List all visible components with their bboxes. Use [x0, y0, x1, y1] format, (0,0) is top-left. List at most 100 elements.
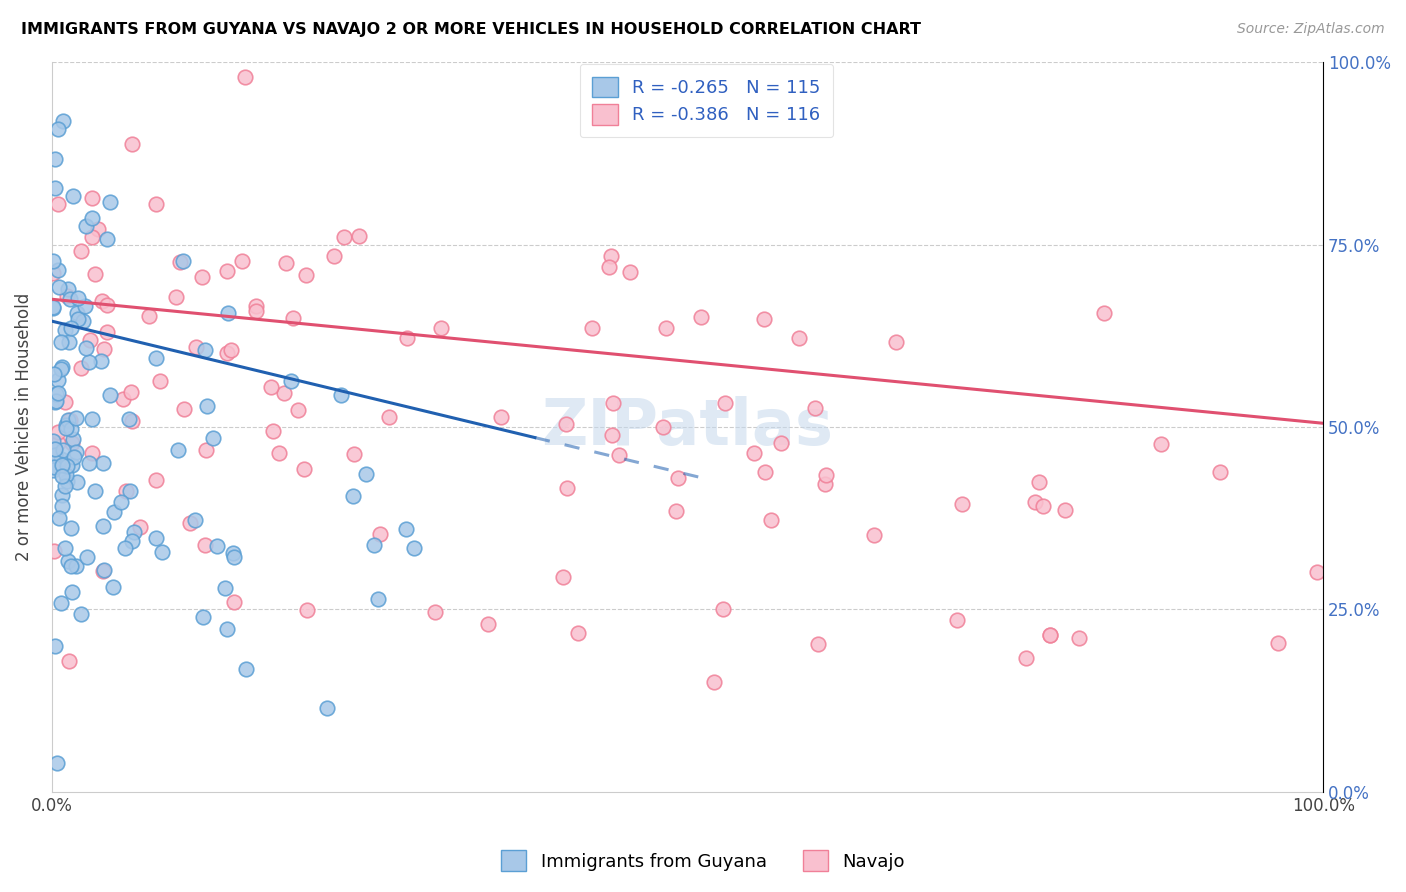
- Point: [267, 446, 290, 460]
- Point: [425, 605, 447, 619]
- Point: [60, 436, 83, 450]
- Point: [295, 603, 318, 617]
- Point: [44, 640, 66, 654]
- Point: [806, 637, 828, 651]
- Point: [51, 488, 73, 502]
- Point: [48, 122, 70, 136]
- Point: [217, 345, 239, 359]
- Point: [654, 321, 676, 335]
- Point: [1039, 628, 1062, 642]
- Point: [63, 450, 86, 465]
- Point: [48, 511, 70, 525]
- Point: [245, 300, 267, 314]
- Point: [44, 152, 66, 166]
- Point: [173, 401, 195, 416]
- Point: [224, 595, 246, 609]
- Point: [59, 559, 82, 574]
- Point: [46, 373, 69, 387]
- Point: [42, 463, 65, 477]
- Point: [600, 249, 623, 263]
- Point: [59, 320, 82, 334]
- Point: [90, 354, 112, 368]
- Point: [172, 254, 194, 268]
- Point: [80, 446, 103, 460]
- Point: [45, 393, 67, 408]
- Point: [761, 513, 783, 527]
- Point: [60, 422, 83, 436]
- Point: [53, 479, 76, 493]
- Point: [752, 312, 775, 326]
- Point: [395, 522, 418, 536]
- Point: [342, 489, 364, 503]
- Point: [233, 70, 256, 84]
- Point: [51, 499, 73, 513]
- Point: [66, 311, 89, 326]
- Point: [91, 564, 114, 578]
- Point: [42, 254, 65, 268]
- Point: [354, 467, 377, 482]
- Point: [58, 654, 80, 668]
- Point: [111, 392, 134, 406]
- Point: [378, 409, 401, 424]
- Point: [260, 379, 283, 393]
- Point: [96, 298, 118, 312]
- Point: [191, 610, 214, 624]
- Point: [1028, 475, 1050, 490]
- Point: [169, 254, 191, 268]
- Point: [56, 474, 79, 488]
- Point: [665, 504, 688, 518]
- Point: [295, 268, 318, 282]
- Point: [114, 541, 136, 555]
- Point: [689, 310, 711, 325]
- Point: [65, 559, 87, 574]
- Point: [44, 395, 66, 409]
- Point: [91, 456, 114, 470]
- Point: [769, 436, 792, 450]
- Point: [56, 289, 79, 303]
- Point: [56, 282, 79, 296]
- Point: [754, 465, 776, 479]
- Text: ZIPatlas: ZIPatlas: [541, 396, 834, 458]
- Point: [60, 458, 83, 472]
- Point: [46, 425, 69, 440]
- Point: [51, 596, 73, 610]
- Point: [276, 256, 298, 270]
- Point: [145, 196, 167, 211]
- Point: [96, 232, 118, 246]
- Point: [56, 458, 79, 473]
- Point: [82, 411, 104, 425]
- Point: [84, 484, 107, 499]
- Point: [619, 265, 641, 279]
- Point: [118, 484, 141, 499]
- Point: [219, 343, 242, 358]
- Point: [329, 387, 352, 401]
- Point: [101, 580, 124, 594]
- Point: [184, 340, 207, 354]
- Point: [62, 432, 84, 446]
- Point: [292, 462, 315, 476]
- Point: [42, 301, 65, 315]
- Point: [145, 531, 167, 545]
- Point: [1209, 465, 1232, 479]
- Point: [51, 458, 73, 472]
- Point: [281, 311, 304, 326]
- Point: [1024, 494, 1046, 508]
- Point: [103, 505, 125, 519]
- Point: [815, 468, 838, 483]
- Point: [70, 360, 93, 375]
- Point: [42, 442, 65, 456]
- Point: [183, 513, 205, 527]
- Point: [77, 456, 100, 470]
- Point: [429, 320, 451, 334]
- Point: [53, 394, 76, 409]
- Point: [59, 413, 82, 427]
- Point: [44, 448, 66, 462]
- Point: [150, 545, 173, 559]
- Point: [56, 413, 79, 427]
- Point: [1039, 628, 1062, 642]
- Point: [44, 544, 66, 558]
- Point: [814, 477, 837, 491]
- Point: [315, 700, 337, 714]
- Point: [1053, 503, 1076, 517]
- Point: [56, 554, 79, 568]
